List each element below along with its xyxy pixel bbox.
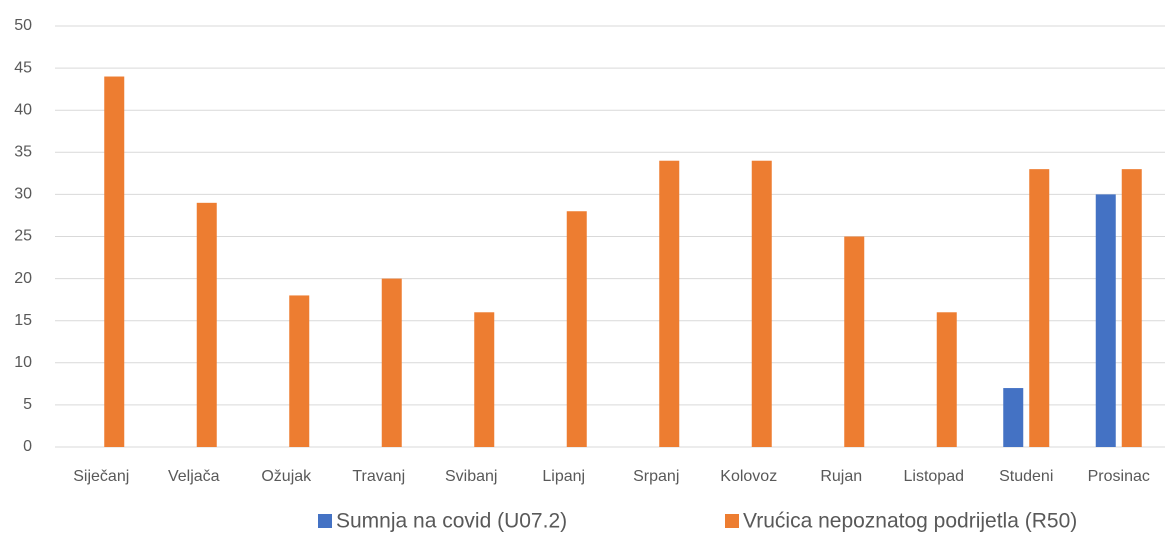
bar [659,160,680,447]
legend-label: Vrućica nepoznatog podrijetla (R50) [743,510,1077,533]
y-tick-label: 10 [14,354,32,371]
bar [566,211,587,447]
y-tick-label: 15 [14,312,32,329]
x-tick-label: Veljača [168,468,220,485]
bar [1003,388,1024,447]
x-tick-label: Svibanj [445,468,497,485]
legend-swatch [725,514,739,528]
bar [844,236,865,447]
legend-swatch [318,514,332,528]
x-tick-label: Studeni [999,468,1053,485]
bar [1029,169,1050,447]
bar [196,202,217,447]
y-tick-label: 50 [14,17,32,34]
bar [474,312,495,447]
y-tick-label: 35 [14,144,32,161]
bar [104,76,125,448]
y-tick-label: 5 [23,396,32,413]
bar [289,295,310,447]
x-tick-label: Srpanj [633,468,679,485]
x-tick-label: Prosinac [1088,468,1150,485]
legend: Sumnja na covid (U07.2) Vrućica nepoznato… [318,510,1077,533]
y-tick-label: 20 [14,270,32,287]
bar [1095,194,1116,447]
x-tick-label: Rujan [820,468,862,485]
x-tick-label: Travanj [352,468,405,485]
bar [1121,169,1142,447]
bar [751,160,772,447]
x-tick-label: Listopad [904,468,965,485]
x-tick-label: Ožujak [261,468,312,485]
y-tick-label: 0 [23,438,32,455]
bar [936,312,957,447]
y-tick-label: 45 [14,59,32,76]
y-tick-label: 40 [14,101,32,118]
x-tick-label: Lipanj [542,468,585,485]
bar [381,278,402,447]
y-tick-label: 30 [14,186,32,203]
legend-label: Sumnja na covid (U07.2) [336,510,567,533]
x-tick-label: Siječanj [73,468,129,485]
x-tick-label: Kolovoz [720,468,777,485]
y-tick-label: 25 [14,228,32,245]
